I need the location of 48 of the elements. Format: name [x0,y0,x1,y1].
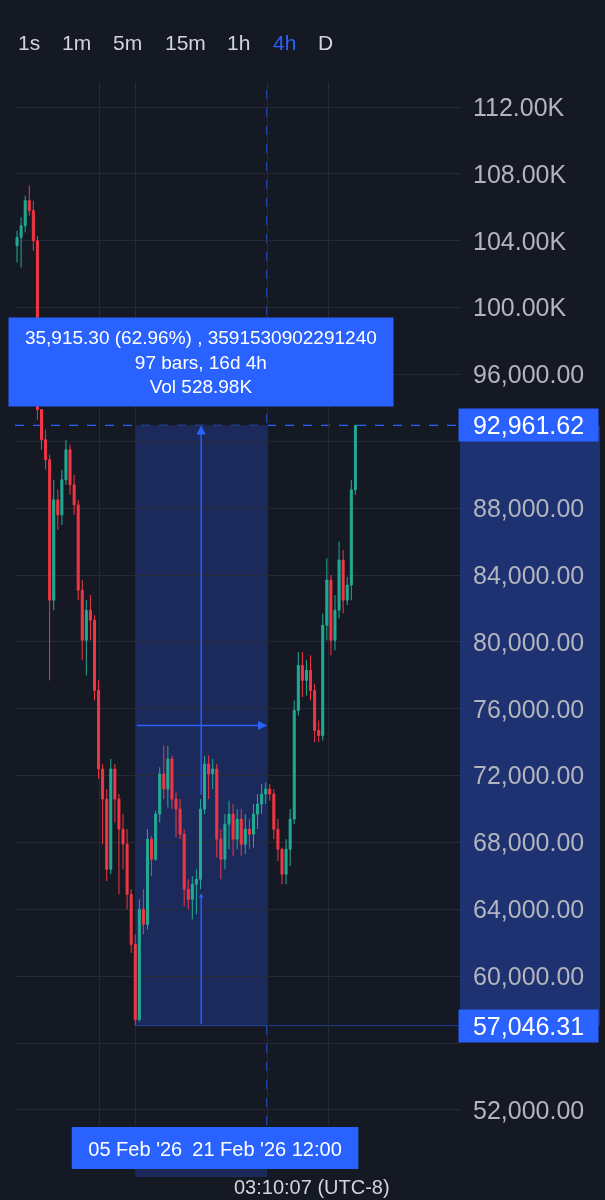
y-tick-label: 84,000.00 [473,560,585,589]
y-tick-label: 80,000.00 [473,627,585,656]
candlestick [166,745,170,808]
candlestick [300,651,304,698]
text: 1h [227,31,251,54]
y-tick-label: 64,000.00 [473,895,585,924]
candlestick [243,813,247,855]
ref-line-label: 57,046.31 [472,1012,585,1040]
y-tick-label: 68,000.00 [473,828,585,857]
text: 1s [18,31,41,54]
y-tick-label: 52,000.00 [473,1095,585,1124]
candlestick [141,888,145,935]
candlestick [207,755,211,800]
text: 1m [62,31,92,54]
y-tick-label: 112.00K [473,92,565,121]
text: D [318,31,334,54]
y-tick-label: 96,000.00 [473,360,585,389]
x-tick-label: 21 Feb '26 12:00 [192,1138,342,1160]
candlestick [247,818,251,850]
candlestick [52,479,56,611]
candlestick [84,599,88,676]
y-tick-label: 72,000.00 [473,761,585,790]
candlestick [231,803,235,857]
annotation: 35,915.30 (62.96%) , 3591530902291240 97 bars, 16d 4h Vol 528.98K [24,327,377,398]
candlestick [145,828,149,930]
y-tick-label: 60,000.00 [473,961,585,990]
candlestick [56,489,60,531]
y-tick-label: 76,000.00 [473,694,585,723]
y-tick-label: 104.00K [473,226,567,255]
candlestick [137,898,141,1022]
text: 15m [165,31,206,54]
x-tick-label: 05 Feb '26 [88,1138,183,1160]
candlestick [235,808,239,850]
candlestick [211,758,215,790]
ref-line-label: 92,961.62 [472,411,585,439]
y-tick-label: 100.00K [473,293,567,322]
y-tick-label: 88,000.00 [473,493,585,522]
candlestick [150,835,154,877]
candlestick [109,758,113,875]
text: 5m [113,31,143,54]
candlestick [239,808,243,857]
candlestick [304,659,308,696]
y-tick-label: 108.00K [473,159,567,188]
candlestick [341,549,345,615]
candlestick [162,745,166,800]
text: 03:10:07 (UTC-8) [234,1176,390,1198]
candlestick [329,574,333,656]
text: 4h [273,31,297,54]
